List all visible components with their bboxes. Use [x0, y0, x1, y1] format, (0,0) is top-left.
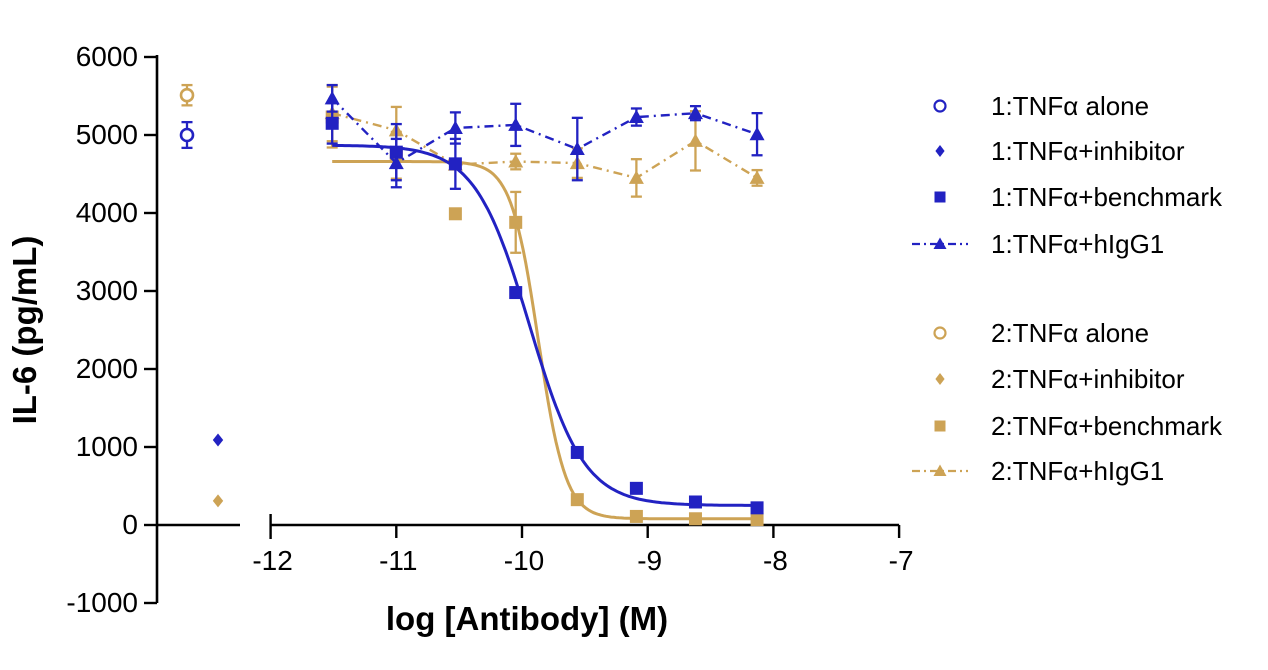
y-tick-label: 1000 [76, 431, 138, 462]
legend-label: 2:TNFα alone [991, 318, 1149, 348]
triangle-marker [687, 133, 703, 147]
legend-open-circle-marker [933, 326, 947, 340]
y-tick-label: -1000 [66, 587, 138, 618]
triangle-marker [749, 170, 765, 184]
legend-open-circle-marker [933, 99, 947, 113]
series-1-tnf-alone [179, 120, 195, 150]
legend-label: 2:TNFα+benchmark [991, 411, 1223, 441]
dashdot-line [331, 112, 758, 180]
square-marker [509, 215, 523, 229]
series-1-tnf-inhibitor [212, 433, 224, 447]
fit-curve [332, 160, 758, 521]
y-tick-label: 4000 [76, 197, 138, 228]
legend-square-marker [934, 420, 946, 432]
square-marker [629, 481, 643, 495]
legend-label: 1:TNFα+hIgG1 [991, 229, 1164, 259]
triangle-marker [628, 170, 644, 184]
square-marker [688, 495, 702, 509]
x-tick-label: -7 [889, 545, 914, 576]
square-marker [688, 512, 702, 526]
square-marker [570, 445, 584, 459]
open-circle-marker [179, 87, 195, 103]
fit-curve [332, 143, 758, 507]
legend-item-2-tnf-benchmark: 2:TNFα+benchmark [934, 411, 1223, 441]
y-axis-title: IL-6 (pg/mL) [6, 236, 43, 425]
legend: 1:TNFα alone 1:TNFα+inhibitor 1:TNFα+bench… [912, 91, 1223, 486]
dashdot-line [331, 97, 758, 165]
triangle-marker [508, 154, 524, 168]
legend-label: 2:TNFα+hIgG1 [991, 456, 1164, 486]
legend-item-2-tnf-higg1: 2:TNFα+hIgG1 [912, 456, 1164, 486]
legend-item-1-tnf-benchmark: 1:TNFα+benchmark [934, 182, 1223, 212]
legend-diamond-marker [935, 145, 945, 157]
square-marker [509, 286, 523, 300]
y-tick-label: 0 [122, 509, 138, 540]
series-1-tnf-higg1 [324, 83, 765, 189]
legend-item-1-tnf-higg1: 1:TNFα+hIgG1 [912, 229, 1164, 259]
y-tick-label: 3000 [76, 275, 138, 306]
triangle-marker [388, 155, 404, 170]
legend-triangle-marker [933, 464, 947, 476]
triangle-marker [687, 105, 703, 120]
legend-item-1-tnf-inhibitor: 1:TNFα+inhibitor [935, 136, 1185, 166]
y-tick-label: 2000 [76, 353, 138, 384]
series-2-tnf-alone [179, 83, 195, 107]
legend-triangle-marker [933, 237, 947, 249]
diamond-marker [212, 433, 224, 447]
legend-square-marker [934, 191, 946, 203]
square-marker [629, 509, 643, 523]
x-tick-label: -8 [763, 545, 788, 576]
triangle-marker [569, 141, 585, 156]
x-tick-label: -9 [637, 545, 662, 576]
square-marker [750, 513, 764, 527]
legend-item-1-tnf-alone: 1:TNFα alone [933, 91, 1149, 121]
x-tick-label: -10 [504, 545, 544, 576]
axes: -1000 0 1000 2000 3000 4000 5000 6000 -12 -11 -10 -… [6, 41, 914, 637]
square-marker [750, 501, 764, 515]
triangle-marker [324, 90, 340, 105]
square-marker [448, 207, 462, 221]
square-marker [325, 116, 339, 130]
legend-diamond-marker [935, 373, 945, 385]
x-tick-label: -11 [379, 545, 417, 576]
series-2-tnf-higg1 [324, 83, 765, 198]
x-axis-title: log [Antibody] (M) [386, 600, 668, 637]
triangle-marker [447, 120, 463, 134]
x-tick-label: -12 [252, 545, 292, 576]
legend-label: 1:TNFα+inhibitor [991, 136, 1185, 166]
triangle-marker [508, 117, 524, 131]
legend-label: 1:TNFα+benchmark [991, 182, 1223, 212]
legend-item-2-tnf-alone: 2:TNFα alone [933, 318, 1149, 348]
legend-label: 2:TNFα+inhibitor [991, 364, 1185, 394]
open-circle-marker [179, 127, 195, 143]
square-marker [448, 157, 462, 171]
legend-label: 1:TNFα alone [991, 91, 1149, 121]
triangle-marker [628, 109, 644, 124]
series-2-tnf-inhibitor [212, 494, 224, 508]
triangle-marker [749, 126, 765, 141]
diamond-marker [212, 494, 224, 508]
y-tick-label: 5000 [76, 119, 138, 150]
square-marker [570, 493, 584, 507]
legend-item-2-tnf-inhibitor: 2:TNFα+inhibitor [935, 364, 1185, 394]
y-tick-label: 6000 [76, 41, 138, 72]
